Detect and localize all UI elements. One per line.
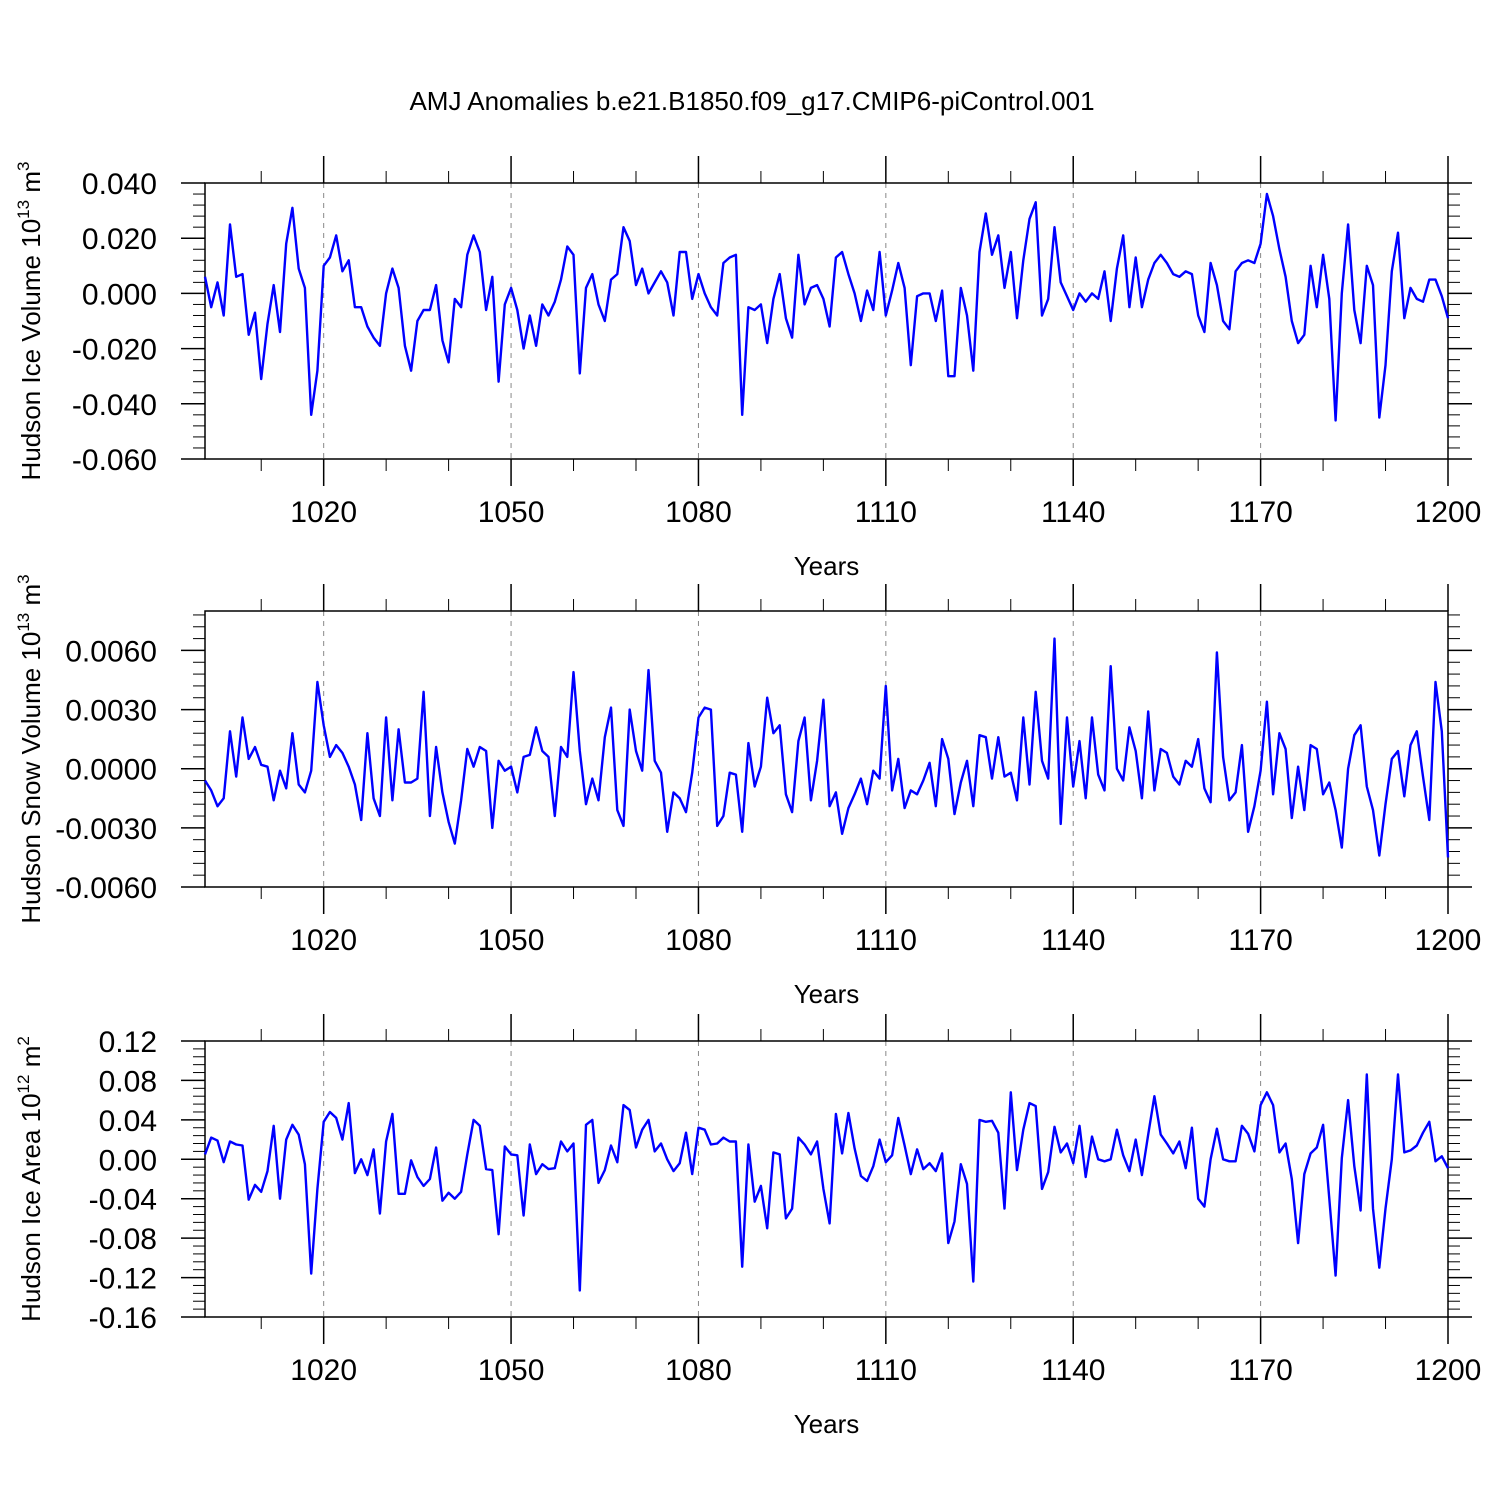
y-tick-label: 0.12 bbox=[99, 1026, 157, 1059]
plot-frame bbox=[204, 182, 1449, 460]
y-tick-label: -0.12 bbox=[89, 1263, 157, 1296]
x-tick-label: 1050 bbox=[478, 496, 545, 529]
plot-frame bbox=[204, 610, 1449, 888]
panel-3: 1020 1050 1080 1110 1140 1170 1200 -0.16 -0.12 -0… bbox=[14, 1014, 1481, 1439]
y-axis-label: Hudson Ice Area 1012 m2 bbox=[14, 1036, 46, 1322]
x-tick-label: 1080 bbox=[665, 496, 732, 529]
y-tick-label: -0.08 bbox=[89, 1223, 157, 1256]
x-tick-label: 1170 bbox=[1228, 496, 1293, 529]
y-tick-label: 0.020 bbox=[82, 223, 157, 256]
x-tick-label: 1110 bbox=[855, 1354, 917, 1387]
x-tick-label: 1110 bbox=[855, 496, 917, 529]
y-axis-label: Hudson Ice Volume 1013 m3 bbox=[14, 162, 46, 481]
y-tick-label: 0.000 bbox=[82, 278, 157, 311]
x-tick-label: 1170 bbox=[1228, 1354, 1293, 1387]
y-tick-label: -0.040 bbox=[72, 389, 157, 422]
x-axis-label: Years bbox=[794, 979, 860, 1009]
y-tick-label: 0.00 bbox=[99, 1144, 157, 1177]
x-tick-label: 1140 bbox=[1041, 1354, 1106, 1387]
y-tick-label: 0.0030 bbox=[65, 695, 157, 728]
y-tick-label: 0.04 bbox=[99, 1105, 157, 1138]
y-tick-label: 0.0000 bbox=[65, 754, 157, 787]
y-tick-label: 0.040 bbox=[82, 168, 157, 201]
x-tick-label: 1200 bbox=[1415, 496, 1482, 529]
panels: 1020 1050 1080 1110 1140 1170 1200-0.060-0.040… bbox=[14, 156, 1481, 1439]
x-tick-label: 1020 bbox=[290, 1354, 357, 1387]
x-tick-label: 1020 bbox=[290, 924, 357, 957]
y-tick-label: -0.16 bbox=[89, 1302, 157, 1335]
x-tick-label: 1140 bbox=[1041, 924, 1106, 957]
x-axis-label: Years bbox=[794, 551, 860, 581]
series-line bbox=[203, 192, 1450, 422]
panel-2: 1020 1050 1080 1110 1140 1170 1200 -0.0060 -0.00… bbox=[14, 574, 1481, 1009]
y-tick-label: -0.0060 bbox=[55, 872, 157, 905]
panel-1: 1020 1050 1080 1110 1140 1170 1200 -0.060 -0.040… bbox=[14, 156, 1481, 581]
x-tick-label: 1050 bbox=[478, 924, 545, 957]
y-tick-label: 0.08 bbox=[99, 1065, 157, 1098]
y-tick-label: -0.0030 bbox=[55, 813, 157, 846]
x-tick-label: 1140 bbox=[1041, 496, 1106, 529]
x-tick-label: 1200 bbox=[1415, 924, 1482, 957]
x-axis-label: Years bbox=[794, 1409, 860, 1439]
y-tick-label: -0.04 bbox=[89, 1184, 157, 1217]
x-tick-label: 1080 bbox=[665, 924, 732, 957]
y-tick-label: 0.0060 bbox=[65, 635, 157, 668]
y-tick-label: -0.020 bbox=[72, 334, 157, 367]
y-tick-label: -0.060 bbox=[72, 444, 157, 477]
x-tick-label: 1020 bbox=[290, 496, 357, 529]
chart-title: AMJ Anomalies b.e21.B1850.f09_g17.CMIP6-… bbox=[409, 86, 1094, 116]
x-tick-label: 1080 bbox=[665, 1354, 732, 1387]
series-line bbox=[203, 637, 1450, 858]
x-tick-label: 1050 bbox=[478, 1354, 545, 1387]
plot-frame bbox=[204, 1040, 1449, 1318]
x-tick-label: 1110 bbox=[855, 924, 917, 957]
x-tick-label: 1170 bbox=[1228, 924, 1293, 957]
x-tick-label: 1200 bbox=[1415, 1354, 1482, 1387]
series-line bbox=[203, 1073, 1450, 1292]
y-axis-label: Hudson Snow Volume 1013 m3 bbox=[14, 574, 46, 923]
